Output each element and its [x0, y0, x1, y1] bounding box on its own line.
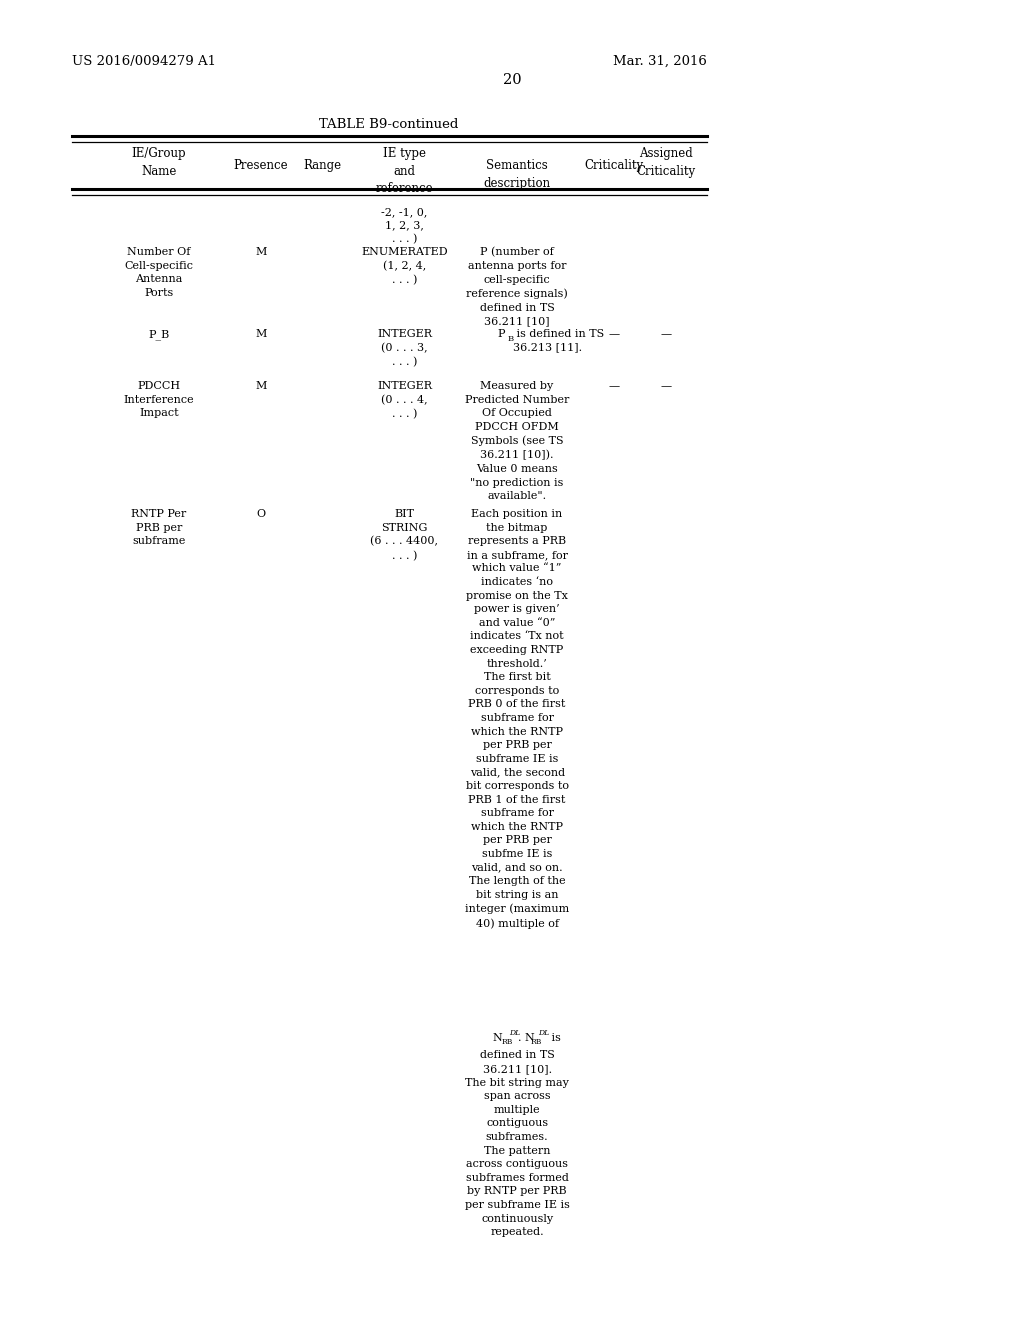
Text: M: M [255, 381, 267, 391]
Text: Semantics
description: Semantics description [483, 158, 551, 190]
Text: defined in TS
36.211 [10].
The bit string may
span across
multiple
contiguous
su: defined in TS 36.211 [10]. The bit strin… [465, 1051, 569, 1237]
Text: ENUMERATED
(1, 2, 4,
. . . ): ENUMERATED (1, 2, 4, . . . ) [361, 247, 447, 285]
Text: Mar. 31, 2016: Mar. 31, 2016 [612, 55, 707, 69]
Text: P (number of
antenna ports for
cell-specific
reference signals)
defined in TS
36: P (number of antenna ports for cell-spec… [466, 247, 568, 326]
Text: —: — [660, 329, 671, 339]
Text: RB: RB [501, 1039, 512, 1047]
Text: 20: 20 [503, 73, 521, 87]
Text: . N: . N [518, 1034, 535, 1043]
Text: INTEGER
(0 . . . 3,
. . . ): INTEGER (0 . . . 3, . . . ) [377, 329, 432, 367]
Text: O: O [257, 510, 265, 519]
Text: Range: Range [303, 158, 342, 172]
Text: is: is [548, 1034, 561, 1043]
Text: is defined in TS
36.213 [11].: is defined in TS 36.213 [11]. [513, 329, 604, 352]
Text: US 2016/0094279 A1: US 2016/0094279 A1 [72, 55, 216, 69]
Text: Presence: Presence [233, 158, 289, 172]
Text: P: P [497, 329, 505, 339]
Text: RB: RB [530, 1039, 542, 1047]
Text: BIT
STRING
(6 . . . 4400,
. . . ): BIT STRING (6 . . . 4400, . . . ) [371, 510, 438, 561]
Text: Measured by
Predicted Number
Of Occupied
PDCCH OFDM
Symbols (see TS
36.211 [10]): Measured by Predicted Number Of Occupied… [465, 381, 569, 502]
Text: Criticality: Criticality [585, 158, 644, 172]
Text: DL: DL [509, 1030, 520, 1038]
Text: M: M [255, 329, 267, 339]
Text: Number Of
Cell-specific
Antenna
Ports: Number Of Cell-specific Antenna Ports [124, 247, 194, 298]
Text: -2, -1, 0,
1, 2, 3,
. . . ): -2, -1, 0, 1, 2, 3, . . . ) [381, 207, 428, 244]
Text: TABLE B9-continued: TABLE B9-continued [319, 117, 459, 131]
Text: —: — [660, 381, 671, 391]
Text: N: N [493, 1034, 502, 1043]
Text: M: M [255, 247, 267, 257]
Text: P_B: P_B [148, 329, 169, 339]
Text: INTEGER
(0 . . . 4,
. . . ): INTEGER (0 . . . 4, . . . ) [377, 381, 432, 420]
Text: PDCCH
Interference
Impact: PDCCH Interference Impact [124, 381, 194, 418]
Text: IE/Group
Name: IE/Group Name [131, 147, 186, 177]
Text: —: — [609, 329, 620, 339]
Text: Each position in
the bitmap
represents a PRB
in a subframe, for
which value “1”
: Each position in the bitmap represents a… [465, 510, 569, 929]
Text: DL: DL [539, 1030, 549, 1038]
Text: RNTP Per
PRB per
subframe: RNTP Per PRB per subframe [131, 510, 186, 546]
Text: B: B [507, 334, 513, 342]
Text: IE type
and
reference: IE type and reference [376, 147, 433, 195]
Text: Assigned
Criticality: Assigned Criticality [636, 147, 695, 177]
Text: —: — [609, 381, 620, 391]
